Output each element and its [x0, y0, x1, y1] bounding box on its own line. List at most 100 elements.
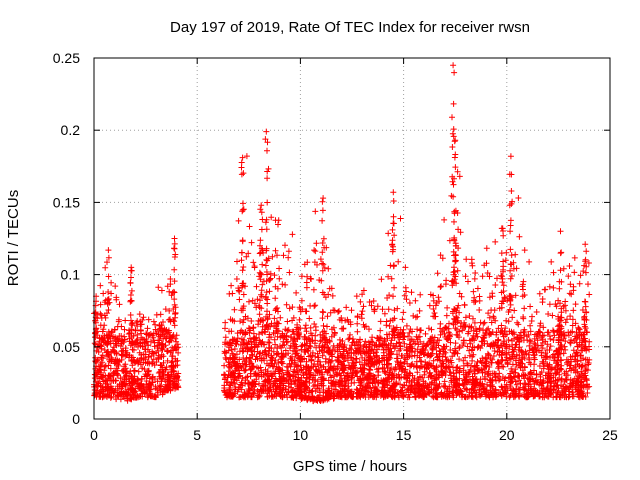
- data-point: [359, 308, 366, 315]
- data-point: [507, 246, 514, 253]
- data-point: [246, 298, 252, 305]
- data-point: [150, 318, 157, 325]
- data-point: [143, 378, 150, 384]
- data-point: [329, 292, 336, 299]
- data-point: [135, 368, 142, 375]
- data-point: [572, 301, 579, 308]
- data-point: [256, 311, 263, 318]
- data-point: [95, 363, 102, 370]
- data-point: [122, 353, 129, 360]
- data-point: [562, 346, 569, 353]
- data-point: [264, 199, 271, 206]
- data-point: [548, 258, 555, 265]
- data-point: [426, 302, 433, 309]
- data-point: [114, 367, 121, 374]
- data-point: [121, 336, 128, 343]
- data-point: [168, 353, 175, 360]
- data-point: [120, 347, 127, 354]
- data-point: [312, 327, 319, 334]
- data-point: [500, 263, 507, 270]
- data-point: [167, 333, 174, 339]
- data-point: [399, 316, 406, 323]
- data-point: [286, 269, 293, 276]
- data-point: [414, 313, 421, 320]
- data-point: [128, 274, 134, 281]
- data-point: [360, 287, 367, 294]
- data-point: [171, 245, 177, 252]
- data-point: [234, 258, 240, 265]
- data-point: [133, 358, 140, 365]
- data-point: [124, 391, 131, 398]
- data-point: [451, 268, 458, 275]
- x-tick-label: 10: [293, 427, 309, 443]
- data-point: [127, 297, 134, 304]
- data-point: [499, 275, 506, 282]
- data-point: [138, 321, 145, 328]
- data-point: [153, 311, 160, 318]
- data-point: [240, 316, 247, 323]
- data-point: [118, 340, 125, 347]
- data-point: [362, 338, 369, 345]
- data-point: [264, 147, 270, 154]
- data-point: [136, 384, 143, 391]
- data-point: [435, 294, 442, 301]
- data-point: [453, 257, 459, 264]
- data-point: [507, 275, 514, 282]
- data-point: [520, 278, 527, 285]
- data-point: [449, 144, 456, 150]
- data-point: [239, 154, 246, 161]
- data-point: [353, 293, 360, 300]
- data-point: [115, 316, 122, 323]
- data-point: [162, 342, 169, 349]
- data-point: [144, 325, 151, 332]
- data-point: [303, 328, 310, 335]
- data-point: [222, 334, 229, 341]
- data-point: [145, 316, 152, 323]
- data-point: [304, 273, 311, 280]
- chart-title: Day 197 of 2019, Rate Of TEC Index for r…: [170, 19, 530, 36]
- data-point: [540, 324, 547, 331]
- data-point: [430, 357, 437, 364]
- data-point: [166, 307, 173, 314]
- data-point: [104, 391, 111, 398]
- data-point: [118, 333, 125, 339]
- data-point: [418, 327, 424, 334]
- data-point: [492, 282, 499, 288]
- data-point: [492, 238, 499, 245]
- data-point: [158, 322, 165, 329]
- data-point: [311, 303, 318, 310]
- data-point: [562, 298, 569, 305]
- data-point: [298, 297, 305, 304]
- data-point: [240, 264, 247, 270]
- data-point: [159, 370, 166, 377]
- data-point: [104, 310, 110, 317]
- data-point: [320, 195, 327, 202]
- data-point: [130, 354, 136, 361]
- data-point: [170, 363, 177, 370]
- data-point: [390, 263, 397, 270]
- data-point: [155, 284, 162, 291]
- data-point: [164, 371, 171, 378]
- data-point: [144, 331, 150, 338]
- data-point: [136, 349, 143, 356]
- data-point: [503, 317, 510, 324]
- data-point: [395, 258, 402, 265]
- data-point: [390, 220, 397, 227]
- data-point: [324, 323, 330, 330]
- data-point: [310, 286, 317, 293]
- data-point: [138, 380, 145, 387]
- data-point: [240, 291, 247, 298]
- data-point: [450, 181, 457, 188]
- data-point: [516, 233, 523, 240]
- data-point: [312, 248, 319, 255]
- data-point: [259, 261, 266, 268]
- data-point: [417, 291, 424, 298]
- data-point: [346, 335, 353, 342]
- data-point: [450, 126, 457, 133]
- data-point: [443, 312, 450, 319]
- data-point: [140, 314, 147, 321]
- data-point: [369, 334, 376, 341]
- data-point: [277, 314, 284, 321]
- data-point: [508, 252, 515, 259]
